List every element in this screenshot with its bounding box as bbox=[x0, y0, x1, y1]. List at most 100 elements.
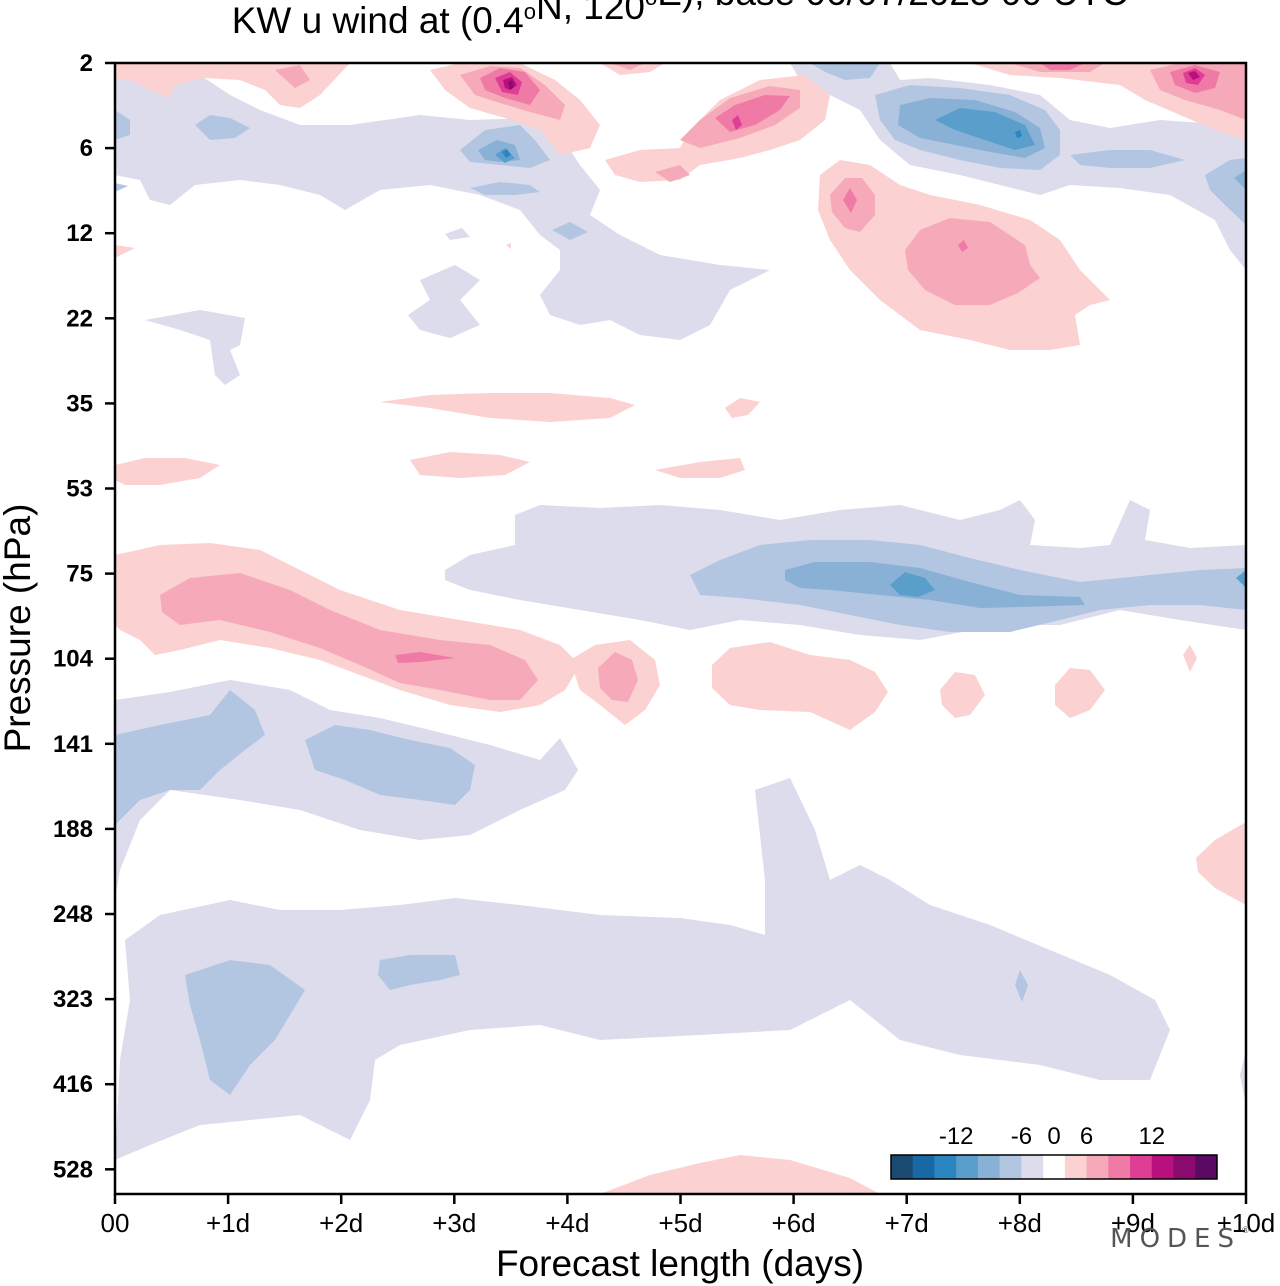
y-tick-label: 75 bbox=[66, 561, 93, 588]
colorbar: -12 -6 0 6 12 bbox=[885, 1118, 1223, 1190]
colorbar-swatch bbox=[912, 1155, 935, 1179]
contour-neg6-upper-right2 bbox=[1070, 150, 1185, 168]
colorbar-swatch bbox=[1108, 1155, 1131, 1179]
y-tick-label: 35 bbox=[66, 390, 93, 417]
y-tick-label: 528 bbox=[53, 1156, 93, 1183]
colorbar-swatch bbox=[956, 1155, 979, 1179]
colorbar-swatch bbox=[934, 1155, 957, 1179]
contour-neg-right-edge bbox=[1240, 1050, 1246, 1105]
y-axis-title: Pressure (hPa) bbox=[0, 504, 38, 753]
colorbar-tick-label: 0 bbox=[1047, 1123, 1060, 1150]
contour-neg6-upper-top bbox=[810, 63, 880, 80]
contour-pos6-upper-right2 bbox=[958, 240, 968, 252]
y-tick-label: 104 bbox=[53, 646, 94, 673]
contour-neg6-lower-trop-c bbox=[1015, 970, 1028, 1002]
colorbar-tick-label: -6 bbox=[1011, 1123, 1032, 1150]
colorbar-swatch bbox=[1195, 1155, 1218, 1179]
colorbar-swatch bbox=[1130, 1155, 1153, 1179]
watermark-text: MODES bbox=[1110, 1224, 1241, 1254]
contour-neg6-141-b bbox=[305, 725, 475, 805]
colorbar-frame bbox=[890, 1154, 1218, 1180]
contour-pos-188 bbox=[1196, 822, 1246, 905]
contour-field bbox=[115, 63, 1246, 1194]
contour-pos-left-edge bbox=[115, 245, 135, 258]
contour-pos-104-c bbox=[712, 642, 888, 730]
colorbar-tick-label: 6 bbox=[1080, 1123, 1093, 1150]
contour-pos-upper-top-mid bbox=[600, 63, 665, 75]
contour-pos-bottom bbox=[600, 1155, 880, 1194]
x-tick-label: +4d bbox=[545, 1208, 589, 1238]
x-tick-label: +2d bbox=[319, 1208, 363, 1238]
contour-neg6-upper-mid2 bbox=[470, 182, 540, 195]
contour-neg12-upper-mid bbox=[502, 149, 511, 158]
contour-pos-53-b bbox=[410, 452, 530, 478]
contour-pos10-upper-corner bbox=[1188, 71, 1200, 80]
contour-pos-35-a bbox=[380, 393, 635, 422]
contour-neg-upper-band bbox=[115, 63, 770, 340]
contour-neg-lower-trop bbox=[115, 778, 1170, 1160]
x-tick-label: +9d bbox=[1111, 1208, 1155, 1238]
y-tick-label: 6 bbox=[80, 135, 93, 162]
contour-neg8-upper-right-edge bbox=[1234, 170, 1246, 190]
contour-pos4-upper-mid3 bbox=[655, 165, 690, 182]
colorbar-swatch bbox=[999, 1155, 1022, 1179]
contour-pos12-upper-mid bbox=[508, 80, 514, 90]
y-tick-label: 53 bbox=[66, 476, 93, 503]
modes-logo: MODES® bbox=[1110, 1224, 1250, 1254]
contour-pos-53-a bbox=[115, 458, 220, 485]
colorbar-swatch bbox=[1021, 1155, 1044, 1179]
y-tick-label: 2 bbox=[80, 50, 93, 77]
y-tick-label: 416 bbox=[53, 1071, 93, 1098]
contour-pos-tiny bbox=[506, 243, 511, 249]
contour-pos8-upper-mid2 bbox=[732, 115, 742, 130]
contour-neg6-upper-left bbox=[195, 115, 250, 140]
contour-pos4-104-b bbox=[598, 652, 638, 702]
contour-neg10-75 bbox=[890, 572, 935, 597]
contour-neg6-lower-trop-b bbox=[378, 955, 460, 990]
contour-neg-upper-small1 bbox=[408, 265, 480, 338]
contour-neg6-lower-trop-a bbox=[185, 960, 305, 1095]
y-tick-label: 22 bbox=[66, 305, 93, 332]
contour-pos4-upper-left bbox=[275, 65, 310, 88]
contour-pos-104-d bbox=[940, 672, 985, 718]
x-axis: 00 +1d +2d +3d +4d +5d +6d +7d +8d +9d +10d bbox=[101, 1194, 1276, 1238]
contour-neg12-upper-right bbox=[1015, 130, 1022, 138]
contour-neg10-upper-right bbox=[935, 108, 1035, 150]
contour-neg-upper-small2 bbox=[145, 310, 245, 385]
contour-pos4-upper-top-mid bbox=[610, 63, 645, 70]
y-tick-label: 141 bbox=[53, 731, 93, 758]
contour-neg6-upper-right3 bbox=[1205, 158, 1246, 225]
contour-neg10-75-edge bbox=[1236, 570, 1246, 588]
colorbar-swatch bbox=[1173, 1155, 1196, 1179]
x-tick-label: +7d bbox=[885, 1208, 929, 1238]
contour-neg-upper-small3 bbox=[445, 228, 470, 240]
contour-pos6-upper-top-right bbox=[1040, 63, 1085, 70]
contour-neg8-75 bbox=[785, 562, 1085, 608]
colorbar-swatch bbox=[891, 1155, 914, 1179]
x-tick-label: +6d bbox=[772, 1208, 816, 1238]
contour-neg6-left-edge bbox=[115, 110, 130, 140]
contour-neg6-left-edge2 bbox=[115, 183, 128, 192]
colorbar-swatch bbox=[977, 1155, 1001, 1179]
y-axis: 2 6 12 22 35 53 75 104 141 188 248 323 416 528 bbox=[53, 50, 115, 1183]
x-tick-label: +5d bbox=[658, 1208, 702, 1238]
x-axis-title: Forecast length (days) bbox=[496, 1243, 864, 1284]
y-tick-label: 323 bbox=[53, 986, 93, 1013]
x-tick-label: +10d bbox=[1217, 1208, 1276, 1238]
contour-pos6-upper-right bbox=[843, 188, 857, 213]
contour-pos-35-b bbox=[725, 398, 760, 418]
contour-pos6-104 bbox=[395, 652, 455, 663]
colorbar-swatch bbox=[1064, 1155, 1088, 1179]
contour-pos-53-c bbox=[655, 458, 745, 478]
colorbar-tick-label: 12 bbox=[1138, 1123, 1165, 1150]
y-tick-label: 248 bbox=[53, 901, 93, 928]
x-tick-label: +8d bbox=[998, 1208, 1042, 1238]
y-tick-label: 188 bbox=[53, 816, 93, 843]
colorbar-swatch bbox=[1151, 1155, 1175, 1179]
contour-neg6-141-a bbox=[115, 690, 265, 825]
chart-title: KW u wind at (0.4oN, 120oE), base 06/07/… bbox=[232, 0, 1129, 41]
colorbar-tick-label: -12 bbox=[939, 1123, 974, 1150]
contour-pos-104-f bbox=[1183, 645, 1197, 672]
x-tick-label: +1d bbox=[206, 1208, 250, 1238]
